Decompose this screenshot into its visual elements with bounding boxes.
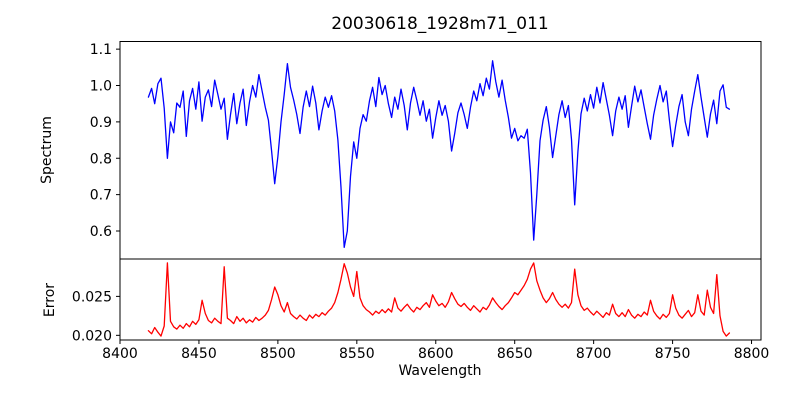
x-tick-label: 8650 bbox=[497, 346, 533, 362]
y-tick-label: 0.020 bbox=[72, 328, 112, 344]
y-tick-label: 0.025 bbox=[72, 289, 112, 305]
y-tick-label: 1.1 bbox=[90, 42, 112, 58]
y-tick-label: 0.8 bbox=[90, 151, 112, 167]
error-line bbox=[147, 262, 731, 337]
y-tick-label: 0.6 bbox=[90, 224, 112, 240]
x-tick-label: 8500 bbox=[260, 346, 296, 362]
x-tick-label: 8550 bbox=[339, 346, 375, 362]
y-tick-label: 0.9 bbox=[90, 115, 112, 131]
y-tick-label: 1.0 bbox=[90, 79, 112, 95]
spectrum-line bbox=[147, 60, 731, 249]
x-tick-label: 8400 bbox=[102, 346, 138, 362]
x-tick-label: 8800 bbox=[734, 346, 770, 362]
spectrum-y-axis-label: Spectrum bbox=[39, 116, 55, 184]
axes-layer: 1.1 1.0 0.9 0.8 0.7 0.6 0.025 0.020 8400 8450 8500… bbox=[72, 41, 770, 362]
chart-title: 20030618_1928m71_011 bbox=[331, 14, 548, 34]
x-axis-label: Wavelength bbox=[398, 363, 481, 379]
data-layer bbox=[147, 60, 731, 337]
y-tick-label: 0.7 bbox=[90, 188, 112, 204]
panel-frame bbox=[119, 41, 762, 260]
x-tick-label: 8450 bbox=[181, 346, 217, 362]
x-tick-label: 8700 bbox=[576, 346, 612, 362]
x-tick-label: 8750 bbox=[655, 346, 691, 362]
error-y-axis-label: Error bbox=[42, 283, 58, 317]
panel-frame bbox=[119, 258, 762, 341]
x-tick-label: 8600 bbox=[418, 346, 454, 362]
